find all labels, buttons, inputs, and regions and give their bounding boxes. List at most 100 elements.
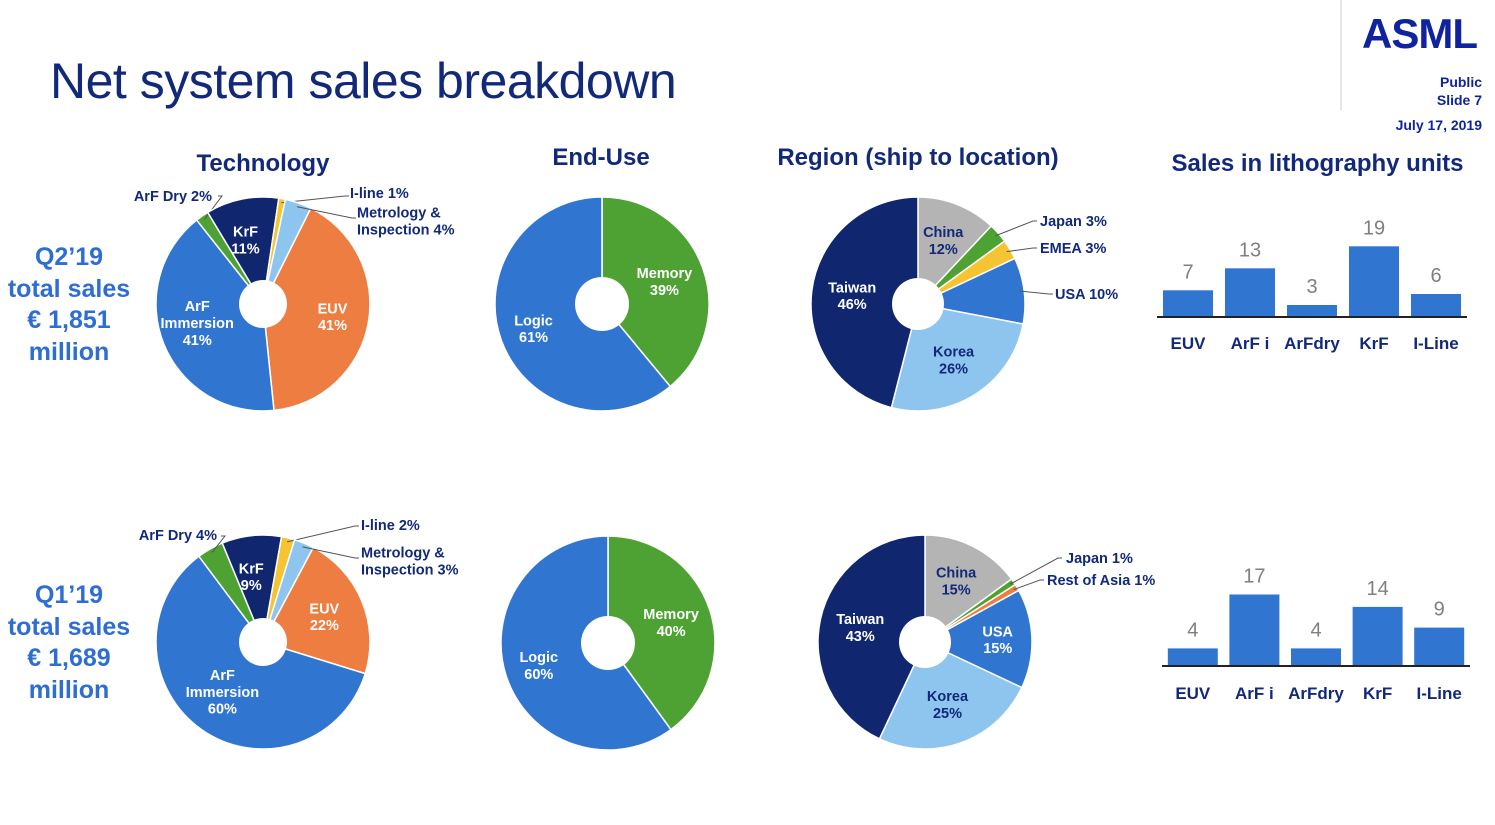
q1-technology-label-krf: KrF 9% (239, 561, 264, 594)
q1-units-value-i-line: 9 (1434, 599, 1445, 621)
q2-region-label-taiwan: Taiwan 46% (828, 280, 876, 313)
q2-technology-leader-metrology-inspection (296, 206, 356, 219)
q1-technology-center-hole (239, 618, 287, 666)
q2-enduse-slice-memory (601, 196, 710, 388)
asml-logo: ASML (1362, 10, 1478, 57)
q1-technology-label-metrology-inspection: Metrology & Inspection 3% (361, 546, 459, 579)
q1-technology-label-arf-dry: ArF Dry 4% (139, 528, 217, 544)
q2-technology-label-euv: EUV 41% (318, 301, 348, 334)
q1-quarter: Q1’19 (34, 581, 104, 609)
q2-amount: € 1,851 (27, 306, 111, 334)
q1-units-value-arfdry: 4 (1310, 619, 1321, 641)
q2-region-label-china: China 12% (923, 225, 964, 258)
q1-technology-slice-metrology-inspection (262, 538, 315, 643)
q1-technology-leader-arf-dry (211, 535, 227, 553)
classification-label: Public (1439, 74, 1482, 90)
q1-units-category-i-line: I-Line (1417, 684, 1462, 703)
q2-units-value-arf-i: 13 (1239, 239, 1261, 261)
q2-technology-label-arf-dry: ArF Dry 2% (134, 189, 212, 205)
q2-technology-center-hole (239, 280, 287, 328)
q1-enduse-center-hole (581, 616, 635, 670)
q1-amount: € 1,689 (27, 644, 111, 672)
q2-technology-label-arf-immersion: ArF Immersion 41% (161, 299, 234, 349)
q1-units-bar-euv (1167, 648, 1218, 665)
q2-technology-slice-krf (206, 196, 280, 307)
page-title: Net system sales breakdown (50, 53, 677, 109)
q1-units-value-krf: 14 (1366, 578, 1388, 600)
q2-units-bar-i-line (1411, 294, 1461, 316)
q1-region-slice-china (924, 534, 1013, 644)
q2-units-value-krf: 19 (1363, 217, 1385, 239)
q1-region-slice-usa (923, 589, 1033, 689)
q2-units-category-euv: EUV (1171, 334, 1207, 353)
q1-region-leader-japan (1009, 557, 1062, 585)
q1-region-label-rest-of-asia: Rest of Asia 1% (1047, 573, 1155, 589)
q1-technology-leader-metrology-inspection (302, 546, 359, 559)
q1-region-label-japan: Japan 1% (1066, 551, 1133, 567)
q1-technology-slice-euv (261, 546, 371, 675)
q2-units-bar-euv (1163, 290, 1213, 316)
technology-heading: Technology (196, 150, 330, 177)
slide-number: Slide 7 (1436, 92, 1482, 108)
units-heading: Sales in lithography units (1171, 150, 1464, 177)
q1-units-bar-arf-i (1229, 594, 1280, 666)
q1-units-bar-i-line (1414, 627, 1465, 665)
slide-date: July 17, 2019 (1395, 117, 1482, 133)
q1-units-category-arf-i: ArF i (1235, 684, 1274, 703)
q2-technology-label-krf: KrF 11% (231, 225, 259, 258)
q2-region-leader-japan (995, 220, 1037, 237)
q1-region-label-china: China 15% (936, 566, 977, 599)
q1-region-label-usa: USA 15% (982, 624, 1013, 657)
q1-technology-label-euv: EUV 22% (309, 601, 339, 634)
q2-units-value-i-line: 6 (1430, 265, 1441, 287)
q2-technology-leader-i-line (281, 195, 349, 204)
q1-enduse-label-memory: Memory 40% (643, 607, 699, 640)
q2-units-category-krf: KrF (1359, 334, 1388, 353)
q1-technology-label-arf-immersion: ArF Immersion 60% (186, 668, 259, 718)
q2-units-category-arfdry: ArFdry (1284, 334, 1340, 353)
q1-units-category-arfdry: ArFdry (1288, 684, 1344, 703)
q2-total-label: total sales (7, 274, 131, 303)
q2-units-value-arfdry: 3 (1306, 276, 1317, 298)
q2-region-label-japan: Japan 3% (1040, 214, 1107, 230)
q2-units-category-arf-i: ArF i (1231, 334, 1270, 353)
q2-technology-slice-euv (262, 207, 371, 412)
end-use-heading: End-Use (552, 144, 650, 171)
q2-region-slice-china (917, 196, 993, 306)
q2-units-bar-arfdry (1287, 305, 1337, 316)
q1-total-sales: Q1’19 total sales € 1,689 million (0, 580, 138, 706)
q2-technology-slice-arf-immersion (155, 218, 275, 412)
q1-region-leader-rest-of-asia (1013, 579, 1044, 591)
q1-technology-label-i-line: I-line 2% (361, 518, 420, 534)
q1-total-label: total sales (7, 612, 131, 641)
q1-region-slice-taiwan (817, 534, 926, 740)
q1-units-category-krf: KrF (1363, 684, 1392, 703)
q2-region-leader-usa (1020, 290, 1053, 295)
q1-unit: million (28, 675, 110, 704)
q2-enduse-label-memory: Memory 39% (637, 266, 693, 299)
region-heading: Region (ship to location) (777, 144, 1059, 171)
q2-units-value-euv: 7 (1182, 261, 1193, 283)
q1-enduse-slice-memory (607, 535, 716, 731)
header-divider (1340, 0, 1342, 110)
q2-technology-label-i-line: I-line 1% (350, 186, 409, 202)
q1-region-center-hole (899, 616, 951, 668)
q2-quarter: Q2’19 (34, 243, 104, 271)
q2-technology-label-metrology-inspection: Metrology & Inspection 4% (357, 206, 455, 239)
q2-enduse-center-hole (575, 277, 629, 331)
q2-technology-slice-metrology-inspection (262, 198, 312, 305)
q1-units-bar-krf (1352, 606, 1403, 665)
q2-region-label-emea: EMEA 3% (1040, 241, 1106, 257)
q2-region-slice-korea (890, 303, 1024, 412)
q2-units-category-i-line: I-Line (1413, 334, 1458, 353)
q1-region-label-taiwan: Taiwan 43% (836, 612, 884, 645)
q1-units-category-euv: EUV (1175, 684, 1211, 703)
q2-region-label-usa: USA 10% (1055, 287, 1118, 303)
q2-region-label-korea: Korea 26% (933, 345, 975, 378)
q2-total-sales: Q2’19 total sales € 1,851 million (0, 242, 138, 368)
q1-units-bar-arfdry (1291, 648, 1341, 665)
q1-region-label-korea: Korea 25% (927, 689, 969, 722)
q2-region-center-hole (892, 278, 944, 330)
q2-region-leader-emea (1006, 247, 1037, 253)
